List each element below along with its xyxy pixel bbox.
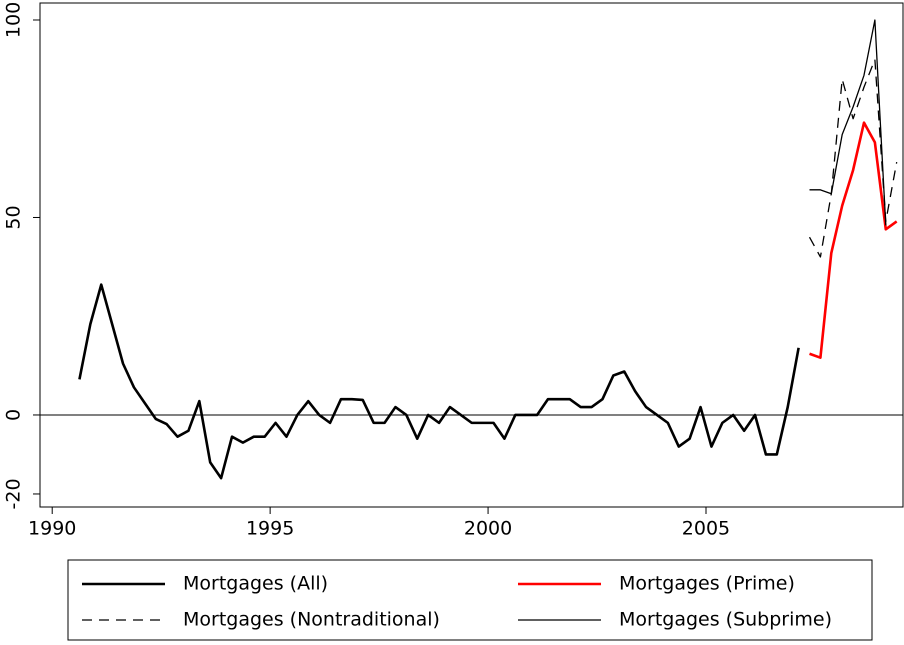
x-tick-label: 1995 <box>246 518 294 540</box>
x-tick-label: 2000 <box>464 518 512 540</box>
legend-label: Mortgages (Subprime) <box>619 609 832 631</box>
y-tick-label: 50 <box>3 205 25 229</box>
y-tick-label: 0 <box>3 409 25 421</box>
series-line <box>809 121 898 359</box>
plot-frame <box>39 2 904 508</box>
legend-label: Mortgages (Prime) <box>619 573 795 595</box>
x-tick-label: 1990 <box>28 518 76 540</box>
legend-label: Mortgages (All) <box>183 573 328 595</box>
x-tick-label: 2005 <box>682 518 730 540</box>
series-line <box>808 58 898 258</box>
y-tick-label: -20 <box>3 478 25 509</box>
series-line <box>78 283 800 480</box>
series-line <box>809 19 887 226</box>
legend-label: Mortgages (Nontraditional) <box>183 609 440 631</box>
legend-box <box>67 559 873 641</box>
y-tick-label: 100 <box>3 2 25 38</box>
